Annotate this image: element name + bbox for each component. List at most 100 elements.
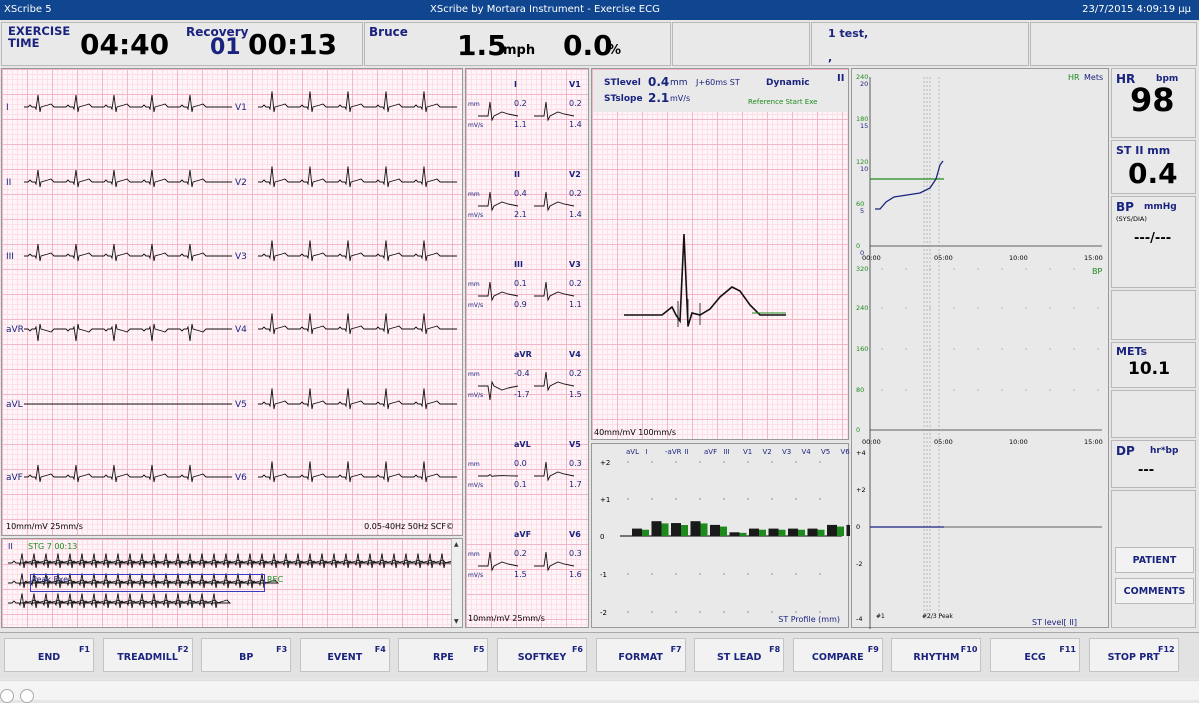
st-tick: +4 <box>856 449 866 457</box>
profile-lead-label: aVL <box>626 448 639 456</box>
strip-scrollbar[interactable]: ▲ ▼ <box>451 539 462 627</box>
scroll-down-icon[interactable]: ▼ <box>454 618 459 625</box>
grid-dot <box>819 498 821 500</box>
rhythm-scale: 10mm/mV 25mm/s <box>6 522 83 531</box>
grid-dot <box>1073 389 1075 391</box>
fkey-stop-prt[interactable]: STOP PRT F12 <box>1088 638 1179 672</box>
patient-button[interactable]: PATIENT <box>1115 547 1194 573</box>
time-tick: 10:00 <box>1009 438 1028 446</box>
grid-dot <box>929 389 931 391</box>
speed-unit: mph <box>503 43 536 58</box>
profile-tick: -1 <box>600 571 607 579</box>
nav-back-icon[interactable] <box>0 689 14 703</box>
grid-dot <box>929 268 931 270</box>
scroll-up-icon[interactable]: ▲ <box>454 541 459 548</box>
rec-label: REC <box>267 575 284 584</box>
speed-value: 1.5 <box>457 29 507 62</box>
profile-tick: -2 <box>600 609 607 617</box>
grid-dot <box>723 573 725 575</box>
grid-dot <box>747 573 749 575</box>
time-tick: 10:00 <box>1009 254 1028 262</box>
fkey-rpe[interactable]: RPE F5 <box>398 638 489 672</box>
grid-dot <box>699 573 701 575</box>
grid-dot <box>1073 429 1075 431</box>
grid-dot <box>651 461 653 463</box>
fkey-st-lead[interactable]: ST LEAD F8 <box>694 638 785 672</box>
stslope-unit: mV/s <box>670 94 691 103</box>
fkey-treadmill[interactable]: TREADMILL F2 <box>102 638 193 672</box>
zoom-scale: 40mm/mV 100mm/s <box>594 428 676 437</box>
median-beat <box>534 101 575 122</box>
bp-tick: 320 <box>856 265 868 273</box>
fkey-compare[interactable]: COMPARE F9 <box>792 638 883 672</box>
hr-tick: 60 <box>856 200 864 208</box>
median-beat <box>534 551 575 572</box>
median-beat <box>478 380 519 401</box>
grid-dot <box>1049 348 1051 350</box>
marker-1: #1 <box>876 613 885 620</box>
fkey-label: FORMAT <box>618 652 663 663</box>
st-profile-chart: +2 +1 0 -1 -2 aVL I -aVR II aVF III V1 V2 V3 V4 V5 V6 <box>600 448 850 617</box>
profile-tick: +2 <box>600 459 610 467</box>
grid-dot <box>1001 389 1003 391</box>
grid-dot <box>1025 348 1027 350</box>
st-trend-label: ST level[ II] <box>1032 618 1078 627</box>
grid-dot <box>929 307 931 309</box>
profile-lead-label: V5 <box>821 448 830 456</box>
fkey-number: F2 <box>177 645 189 654</box>
grid-dot <box>881 307 883 309</box>
grid-dot <box>1025 389 1027 391</box>
profile-lead-label: III <box>724 448 730 456</box>
median-beat <box>534 371 575 392</box>
median-beat <box>478 474 519 477</box>
mvs-label: mV/s <box>468 482 483 489</box>
fkey-event[interactable]: EVENT F4 <box>299 638 390 672</box>
profile-lead-label: V4 <box>802 448 812 456</box>
profile-lead-label: II <box>685 448 689 456</box>
profile-lead-label: I <box>646 448 648 456</box>
fkey-label: COMPARE <box>811 652 864 663</box>
hr-label: HR <box>1116 72 1136 86</box>
st-level-value: 0.2 <box>569 279 582 288</box>
fkey-number: F5 <box>473 645 485 654</box>
grid-dot <box>1001 307 1003 309</box>
time-tick: 00:00 <box>862 438 881 446</box>
grid-dot <box>771 611 773 613</box>
nav-forward-icon[interactable] <box>20 689 34 703</box>
phase-time: 04:40 <box>80 28 170 61</box>
fkey-end[interactable]: END F1 <box>4 638 94 672</box>
fkey-label: SOFTKEY <box>517 652 567 663</box>
fkey-format[interactable]: FORMAT F7 <box>595 638 686 672</box>
median-lead-label: I <box>514 80 517 89</box>
fkey-number: F11 <box>1059 645 1076 654</box>
fkey-ecg[interactable]: ECG F11 <box>990 638 1080 672</box>
grid-dot <box>627 611 629 613</box>
rhythm-trace-left <box>24 169 232 188</box>
trend-charts: 2402018015120106050000:0000:0005:0005:00… <box>856 73 1103 629</box>
st-level-value: 0.2 <box>569 99 582 108</box>
stslope-label: STslope <box>604 94 643 104</box>
grid-dot <box>953 429 955 431</box>
median-lead-label: V1 <box>569 80 581 89</box>
fkey-softkey[interactable]: SOFTKEY F6 <box>497 638 587 672</box>
fkey-bp[interactable]: BP F3 <box>201 638 292 672</box>
grid-dot <box>1025 429 1027 431</box>
mm-label: mm <box>468 101 480 108</box>
blank-cell-2 <box>1030 22 1197 66</box>
fkey-label: TREADMILL <box>117 652 178 663</box>
grid-dot <box>905 429 907 431</box>
patient-panel[interactable]: 1 test, , <box>811 22 1029 66</box>
st-slope-value: -1.7 <box>514 390 530 399</box>
st-value: 0.4 <box>1128 157 1178 190</box>
hr-tick: 240 <box>856 73 868 81</box>
hr-trend-label: HR <box>1068 73 1080 82</box>
strip-lead: II <box>8 542 13 551</box>
median-scale: 10mm/mV 25mm/s <box>468 614 545 623</box>
st-level-value: 0.4 <box>514 189 527 198</box>
st-bar-reference <box>661 523 669 536</box>
grid-dot <box>795 573 797 575</box>
grid-dot <box>977 348 979 350</box>
grid-dot <box>795 611 797 613</box>
comments-button[interactable]: COMMENTS <box>1115 578 1194 604</box>
fkey-rhythm[interactable]: RHYTHM F10 <box>891 638 982 672</box>
